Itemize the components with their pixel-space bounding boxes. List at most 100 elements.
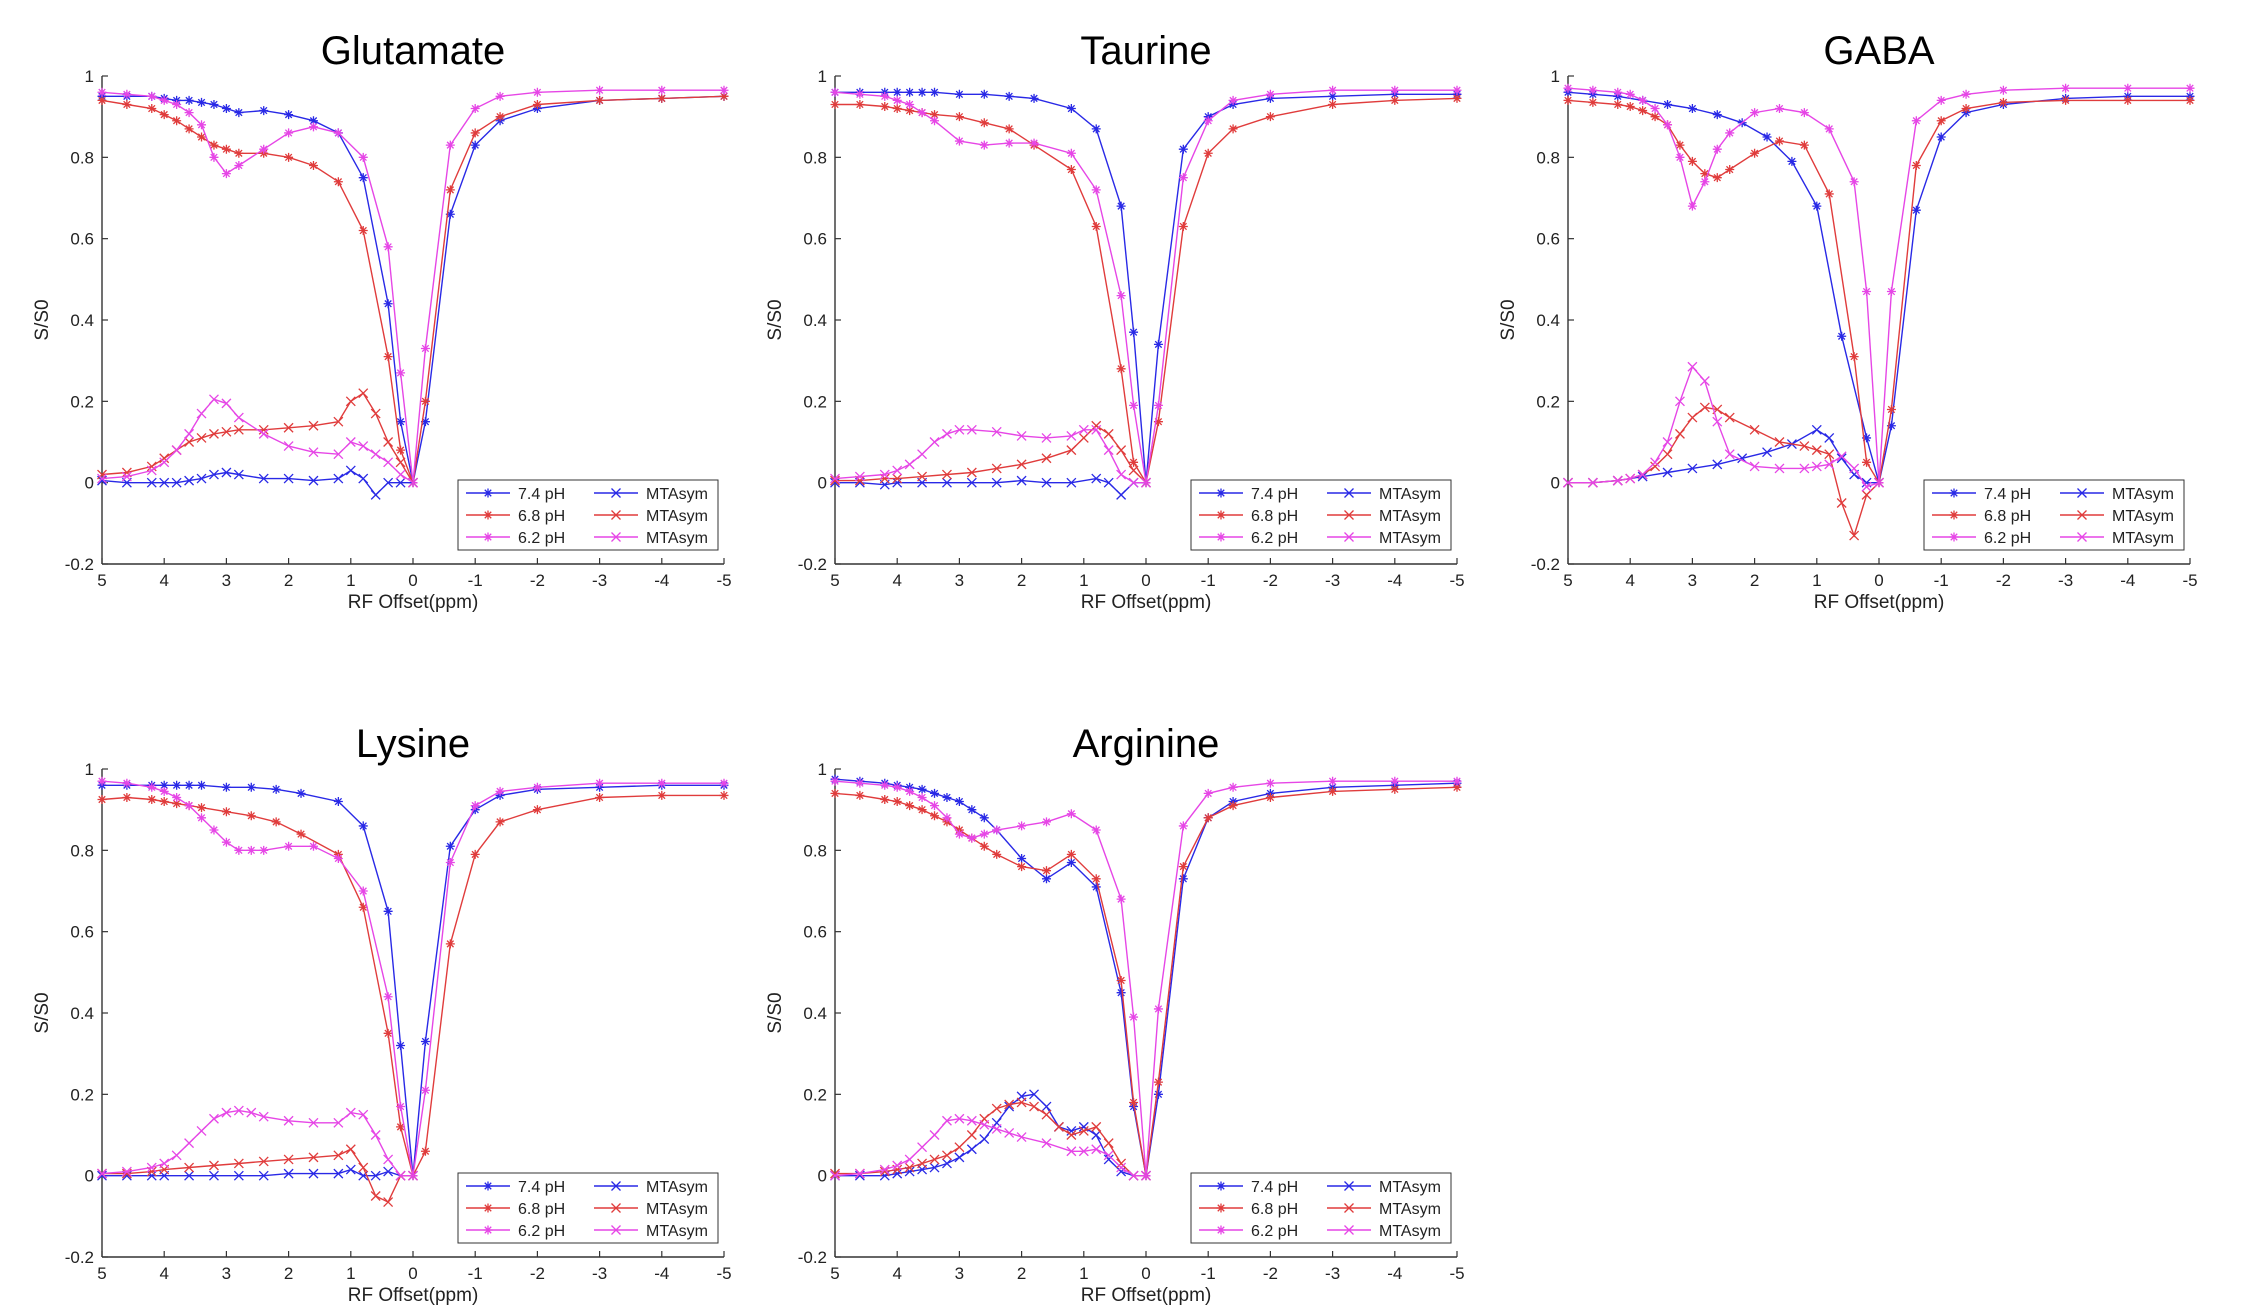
data-point [830, 477, 840, 488]
x-tick-label: -5 [716, 1264, 731, 1283]
y-tick-label: 0.8 [1536, 148, 1560, 167]
x-tick-label: 2 [1017, 1264, 1026, 1283]
x-tick-label: -2 [1996, 571, 2011, 590]
data-point [122, 89, 132, 99]
x-tick-label: 5 [830, 1264, 839, 1283]
data-point [1811, 445, 1822, 456]
data-point [209, 140, 219, 150]
data-point [1141, 477, 1151, 488]
y-tick-label: 0 [85, 474, 94, 493]
data-point [184, 1162, 195, 1173]
data-point [854, 471, 865, 482]
data-point [221, 807, 231, 817]
data-point [917, 792, 927, 802]
data-point [1452, 776, 1462, 786]
series-1-6-8-ph [97, 91, 729, 488]
data-point [1824, 124, 1834, 134]
data-point [470, 128, 480, 138]
data-point [2061, 95, 2071, 105]
data-point [1004, 1128, 1015, 1138]
legend-label: 6.2 pH [1984, 530, 2031, 547]
legend-marker [483, 532, 493, 542]
data-point [283, 1154, 294, 1165]
series-3-mtasym [97, 465, 418, 500]
data-point [1004, 1099, 1015, 1110]
data-point [719, 85, 729, 95]
legend-label: 6.8 pH [518, 1201, 565, 1218]
y-tick-label: 0.2 [70, 392, 94, 411]
legend-entry: MTAsym [2060, 508, 2174, 525]
legend-label: 6.8 pH [1251, 1201, 1298, 1218]
x-axis-label: RF Offset(ppm) [348, 1285, 479, 1306]
series-2-6-2-ph [1563, 83, 2195, 488]
x-axis-label: RF Offset(ppm) [1081, 592, 1212, 613]
data-point [942, 1115, 952, 1126]
data-point [333, 177, 343, 187]
data-point [905, 99, 915, 109]
data-point [1128, 1170, 1139, 1181]
data-point [445, 185, 455, 195]
data-point [954, 136, 964, 146]
data-point [196, 432, 207, 443]
y-tick-label: 0.2 [803, 1085, 827, 1104]
legend-label: MTAsym [1379, 508, 1441, 525]
data-point [979, 813, 989, 823]
data-point [470, 104, 480, 114]
data-point [308, 1168, 319, 1179]
y-tick-label: 0.6 [70, 230, 94, 249]
legend-marker [1216, 510, 1226, 520]
data-point [830, 99, 840, 109]
y-axis-label: S/S0 [765, 992, 786, 1033]
legend-entry: 6.2 pH [1199, 530, 1298, 547]
legend-label: MTAsym [2112, 486, 2174, 503]
data-point [258, 473, 269, 484]
data-point [1091, 185, 1101, 195]
data-point [1675, 396, 1685, 407]
data-point [147, 91, 157, 101]
data-point [1128, 477, 1139, 488]
data-point [979, 140, 989, 150]
data-point [967, 833, 977, 843]
data-point [1911, 160, 1921, 170]
data-point [719, 790, 729, 800]
data-point [1078, 1125, 1089, 1136]
series-2-6-2-ph [830, 85, 1462, 488]
legend-entry: 6.8 pH [466, 508, 565, 525]
data-point [1675, 152, 1685, 162]
data-point [184, 437, 195, 447]
series-line [835, 1093, 1146, 1177]
data-point [954, 1142, 965, 1153]
data-point [917, 449, 928, 460]
data-point [1613, 99, 1623, 109]
data-point [221, 169, 231, 179]
chart-title: Arginine [1073, 722, 1220, 766]
data-point [333, 473, 344, 484]
data-point [1066, 858, 1076, 868]
data-point [283, 422, 294, 433]
legend-marker [1949, 488, 1959, 498]
data-point [121, 471, 132, 482]
chart-panel-taurine: Taurine 5 4 3 2 1 0 -1 -2 -3 -4 -5 -0.2 0 0.2 0.4 0.6 0.8… [765, 29, 1465, 613]
legend-entry: 6.2 pH [466, 530, 565, 547]
data-point [159, 786, 169, 796]
data-point [966, 1144, 977, 1155]
data-point [1774, 104, 1784, 114]
legend-label: MTAsym [1379, 486, 1441, 503]
data-point [1725, 165, 1735, 175]
data-point [358, 152, 368, 162]
data-point [147, 104, 157, 114]
series-line [834, 429, 1146, 484]
data-point [991, 477, 1002, 488]
data-point [979, 1134, 990, 1145]
data-point [1103, 1150, 1114, 1161]
data-point [209, 428, 219, 439]
legend-marker [1344, 532, 1354, 542]
data-point [892, 782, 902, 792]
legend-marker [483, 1225, 493, 1235]
data-point [1016, 1132, 1027, 1142]
legend-marker [611, 1203, 621, 1213]
x-tick-label: 2 [1750, 571, 1759, 590]
data-point [221, 467, 232, 478]
x-tick-label: 1 [346, 571, 355, 590]
y-axis-label: S/S0 [32, 299, 53, 340]
